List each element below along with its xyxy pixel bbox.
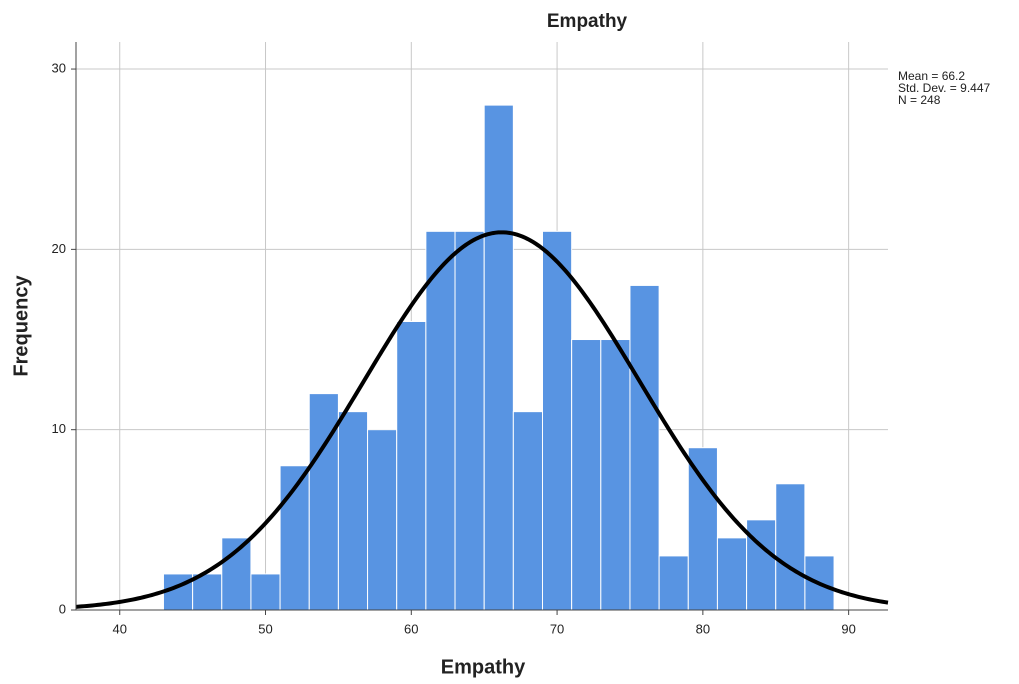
annotation: Std. Dev. = 9.447 bbox=[898, 81, 990, 95]
bar bbox=[775, 483, 806, 611]
bar bbox=[308, 393, 339, 611]
bar bbox=[483, 104, 514, 611]
x-tick-label: 60 bbox=[404, 621, 418, 636]
x-tick-label: 80 bbox=[696, 621, 710, 636]
bar bbox=[367, 429, 398, 611]
bar bbox=[425, 230, 456, 611]
chart-title: Empathy bbox=[547, 11, 628, 32]
bar bbox=[658, 555, 689, 611]
bar bbox=[396, 320, 427, 611]
normal-curve bbox=[75, 230, 889, 609]
bar bbox=[454, 230, 485, 611]
bar bbox=[571, 339, 602, 611]
y-tick-label: 0 bbox=[59, 601, 66, 616]
x-tick-label: 70 bbox=[550, 621, 564, 636]
bar bbox=[629, 284, 660, 611]
y-tick-label: 20 bbox=[52, 241, 66, 256]
y-tick-label: 30 bbox=[52, 60, 66, 75]
bar bbox=[687, 447, 718, 611]
bar bbox=[541, 230, 573, 611]
bar bbox=[716, 537, 748, 611]
y-axis-label: Frequency bbox=[10, 275, 32, 377]
bar bbox=[512, 411, 543, 611]
bar bbox=[192, 573, 223, 611]
bar bbox=[600, 339, 631, 611]
x-axis-label: Empathy bbox=[441, 656, 526, 678]
y-tick-label: 10 bbox=[52, 421, 66, 436]
bar bbox=[337, 411, 369, 611]
x-tick-label: 50 bbox=[258, 621, 272, 636]
x-tick-label: 90 bbox=[841, 621, 855, 636]
annotation: Mean = 66.2 bbox=[898, 69, 965, 83]
bar bbox=[250, 573, 281, 611]
annotation: N = 248 bbox=[898, 93, 941, 107]
x-tick-label: 40 bbox=[112, 621, 126, 636]
bar bbox=[746, 519, 777, 611]
